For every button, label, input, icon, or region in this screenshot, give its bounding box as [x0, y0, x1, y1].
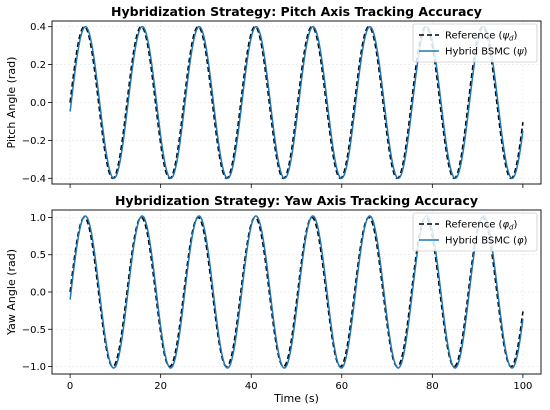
legend-label: Hybrid BSMC (φ) — [445, 236, 528, 247]
y-axis-label: Pitch Angle (rad) — [5, 57, 18, 149]
series-line-2 — [69, 25, 524, 180]
series-line-1 — [69, 25, 524, 180]
legend-box — [412, 212, 538, 252]
x-tick-label: 20 — [154, 381, 167, 392]
chart-title: Hybridization Strategy: Yaw Axis Trackin… — [115, 193, 478, 208]
legend-label: Reference (ψd) — [445, 31, 518, 43]
subplot-1: −0.4 −0.2 0.0 0.2 0.4 Hybridization Strategy:… — [5, 4, 542, 188]
chart-title: Hybridization Strategy: Pitch Axis Track… — [111, 4, 482, 19]
y-tick-label: 1.0 — [30, 213, 46, 224]
legend: Reference (φd) Hybrid BSMC (φ) — [412, 212, 538, 252]
x-axis-label: Time (s) — [273, 392, 319, 405]
y-tick-label: 0.0 — [30, 98, 46, 109]
y-tick-label: −0.5 — [22, 325, 46, 336]
x-tick-label: 100 — [513, 381, 532, 392]
y-tick-label: 0.4 — [30, 22, 46, 33]
y-axis-label: Yaw Angle (rad) — [5, 249, 18, 336]
legend-box — [412, 23, 538, 63]
y-tick-label: −0.2 — [22, 136, 46, 147]
x-tick-label: 60 — [335, 381, 348, 392]
legend-label: Reference (φd) — [445, 220, 518, 232]
x-tick-label: 40 — [245, 381, 258, 392]
y-tick-label: 0.2 — [30, 60, 46, 71]
series-line-2 — [69, 215, 524, 369]
y-tick-label: −1.0 — [22, 362, 46, 373]
x-tick-label: 80 — [426, 381, 439, 392]
x-tick-label: 0 — [67, 381, 73, 392]
y-tick-label: 0.0 — [30, 288, 46, 299]
subplot-2: 0 20 40 60 80 100 −1.0 −0.5 0.0 0.5 1.0 Hybridizati… — [5, 193, 542, 405]
legend: Reference (ψd) Hybrid BSMC (ψ) — [412, 23, 538, 63]
legend-label: Hybrid BSMC (ψ) — [445, 47, 528, 58]
y-tick-label: −0.4 — [22, 174, 46, 185]
y-tick-label: 0.5 — [30, 250, 46, 261]
